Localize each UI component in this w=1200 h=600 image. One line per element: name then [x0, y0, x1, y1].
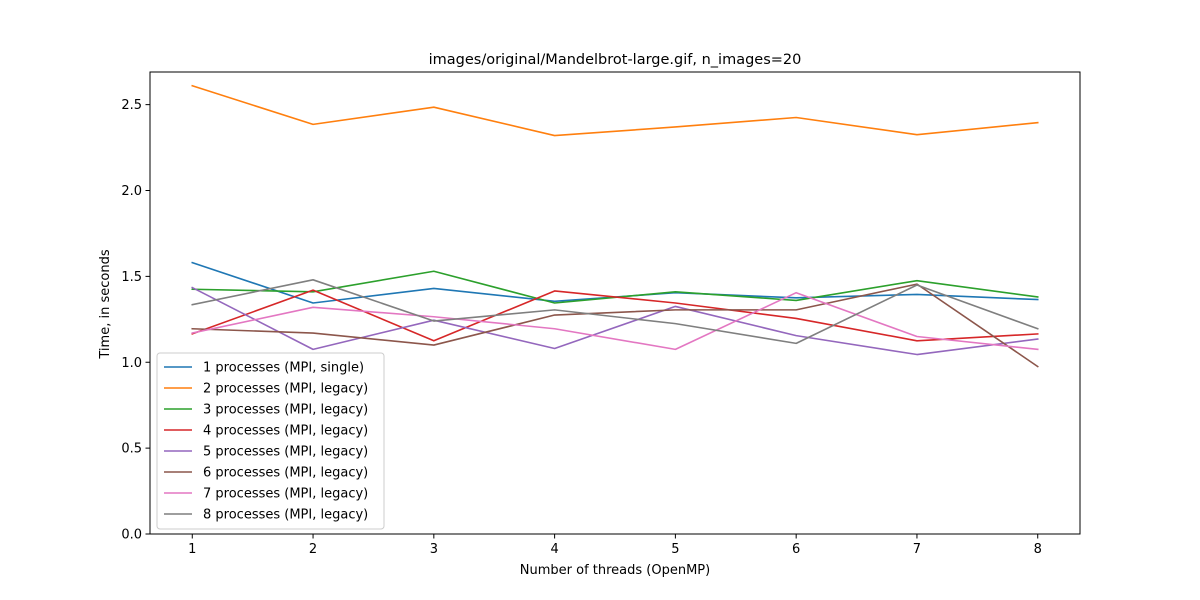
- y-tick-label: 2.0: [121, 184, 142, 199]
- legend-box: [156, 352, 385, 530]
- x-tick-label: 3: [430, 542, 438, 557]
- x-tick-label: 2: [309, 542, 317, 557]
- x-tick-label: 4: [550, 542, 558, 557]
- chart-title: images/original/Mandelbrot-large.gif, n_…: [429, 52, 802, 68]
- y-tick-label: 0.5: [121, 442, 142, 457]
- series-line-5: [191, 286, 1039, 356]
- x-tick-label: 5: [671, 542, 679, 557]
- ticks-layer: 1 2 3 4 5 6 7 8 0.0 0.5 1.0 1.5 2.0 2.5: [121, 98, 1042, 557]
- series-layer: [191, 84, 1039, 368]
- series-line-6: [191, 283, 1039, 368]
- series-line-7: [191, 291, 1039, 351]
- plot-frame: [149, 71, 1081, 535]
- x-tick-label: 6: [792, 542, 800, 557]
- y-tick-label: 2.5: [121, 98, 142, 113]
- y-axis-label: Time, in seconds: [98, 249, 113, 359]
- x-tick-label: 1: [188, 542, 196, 557]
- series-line-2: [191, 84, 1039, 137]
- axes-layer: [149, 71, 1081, 535]
- legend-label-8: 8 processes (MPI, legacy): [203, 508, 368, 523]
- x-axis-label: Number of threads (OpenMP): [520, 563, 710, 578]
- y-tick-label: 1.0: [121, 356, 142, 371]
- legend-label-7: 7 processes (MPI, legacy): [203, 487, 368, 502]
- legend-label-1: 1 processes (MPI, single): [203, 361, 364, 376]
- series-line-8: [191, 279, 1039, 345]
- x-tick-label: 8: [1034, 542, 1042, 557]
- legend-label-2: 2 processes (MPI, legacy): [203, 382, 368, 397]
- legend-label-5: 5 processes (MPI, legacy): [203, 445, 368, 460]
- legend-label-6: 6 processes (MPI, legacy): [203, 466, 368, 481]
- legend-label-3: 3 processes (MPI, legacy): [203, 403, 368, 418]
- series-line-4: [191, 289, 1039, 342]
- y-tick-label: 1.5: [121, 270, 142, 285]
- legend: 1 processes (MPI, single) 2 processes (MP…: [156, 352, 385, 530]
- x-tick-label: 7: [913, 542, 921, 557]
- legend-label-4: 4 processes (MPI, legacy): [203, 424, 368, 439]
- y-tick-label: 0.0: [121, 528, 142, 543]
